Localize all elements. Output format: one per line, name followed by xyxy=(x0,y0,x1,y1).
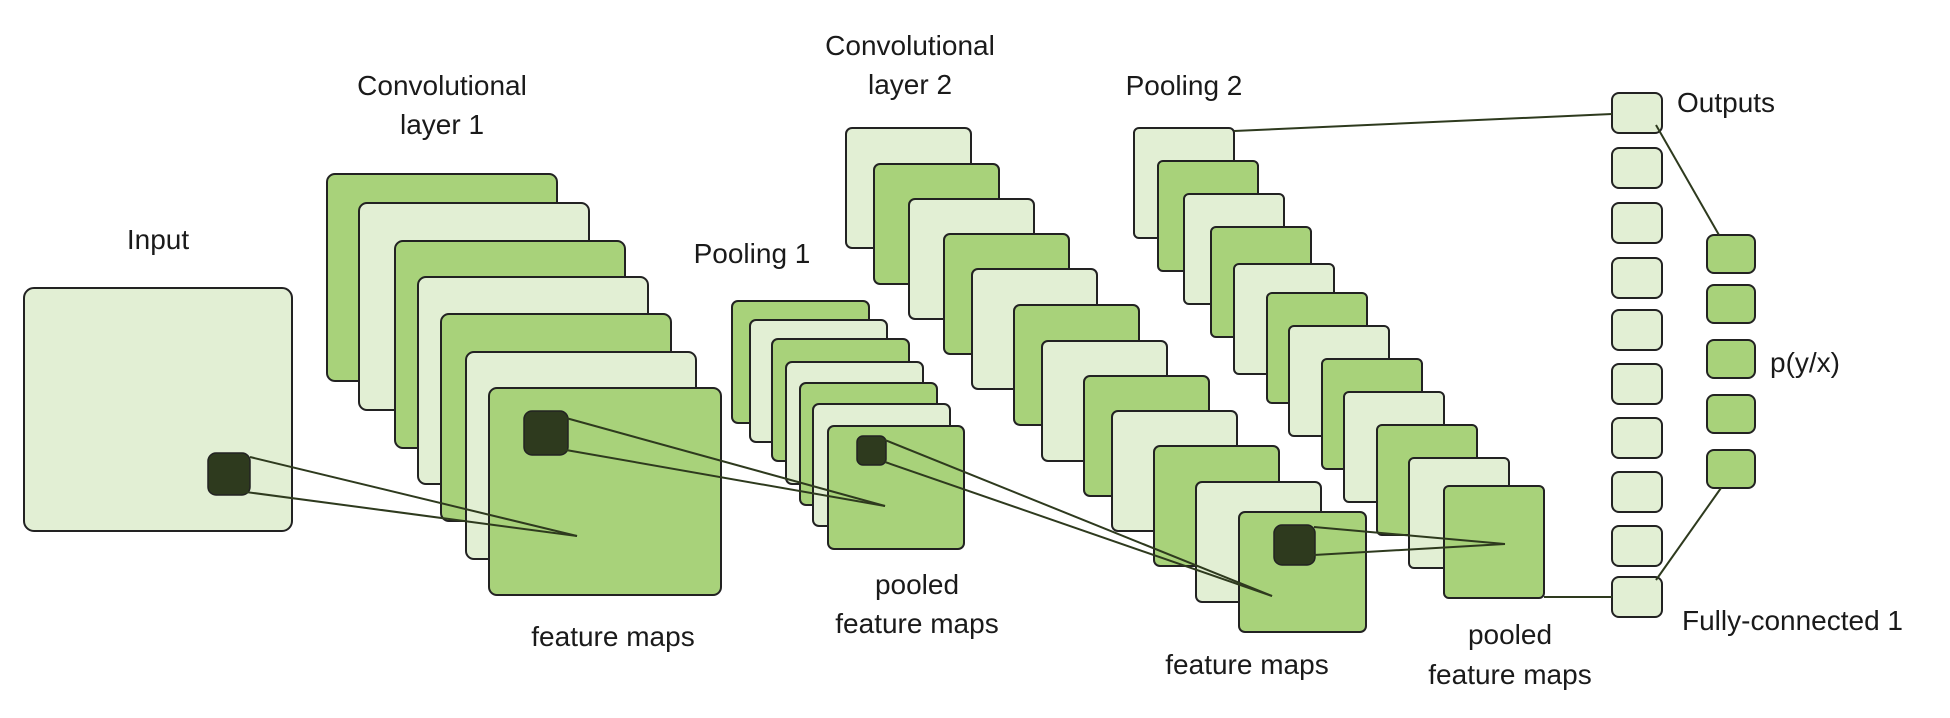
conv2-kernel xyxy=(1273,524,1316,566)
conv2-label-line2: layer 2 xyxy=(868,69,952,100)
pooled-label-1-line1: pooled xyxy=(875,569,959,600)
conv-layer-1-stack xyxy=(326,173,722,596)
pool1-label: Pooling 1 xyxy=(694,238,811,269)
conv-layer-2-stack xyxy=(845,127,1367,633)
fc-node xyxy=(1611,525,1663,567)
feature-maps-label-2: feature maps xyxy=(1165,649,1328,680)
output-node xyxy=(1706,394,1756,434)
fc-node xyxy=(1611,257,1663,299)
pool1-kernel xyxy=(856,435,887,466)
output-node xyxy=(1706,339,1756,379)
feature-map-front-2 xyxy=(1238,511,1367,633)
fc-node xyxy=(1611,576,1663,618)
fc-node xyxy=(1611,417,1663,459)
fc-node xyxy=(1611,471,1663,513)
pooling-2-stack xyxy=(1133,127,1545,599)
pooled-label-2-line2: feature maps xyxy=(1428,659,1591,690)
fc-node xyxy=(1611,92,1663,134)
output-node xyxy=(1706,234,1756,274)
conv1-kernel xyxy=(523,410,569,456)
fc-node xyxy=(1611,309,1663,351)
connection-lines xyxy=(245,113,1722,598)
fc-node xyxy=(1611,202,1663,244)
probability-label: p(y/x) xyxy=(1770,347,1840,378)
conv2-label-line1: Convolutional xyxy=(825,30,995,61)
conv1-label-line2: layer 1 xyxy=(400,109,484,140)
pool2-label: Pooling 2 xyxy=(1126,70,1243,101)
conv1-label-line1: Convolutional xyxy=(357,70,527,101)
pooling-1-stack xyxy=(731,300,965,550)
input-image xyxy=(23,287,293,532)
fc-node xyxy=(1611,363,1663,405)
fc-node xyxy=(1611,147,1663,189)
feature-maps-label-1: feature maps xyxy=(531,621,694,652)
output-node xyxy=(1706,449,1756,489)
fully-connected-column xyxy=(1611,92,1663,618)
pooled-label-1-line2: feature maps xyxy=(835,608,998,639)
output-node xyxy=(1706,284,1756,324)
outputs-label: Outputs xyxy=(1677,87,1775,118)
pooled-label-2-line1: pooled xyxy=(1468,619,1552,650)
input-kernel xyxy=(207,452,251,496)
fully-connected-label: Fully-connected 1 xyxy=(1682,605,1903,636)
output-column xyxy=(1706,234,1756,489)
pooled-map-front-2 xyxy=(1443,485,1545,599)
input-label: Input xyxy=(127,224,189,255)
